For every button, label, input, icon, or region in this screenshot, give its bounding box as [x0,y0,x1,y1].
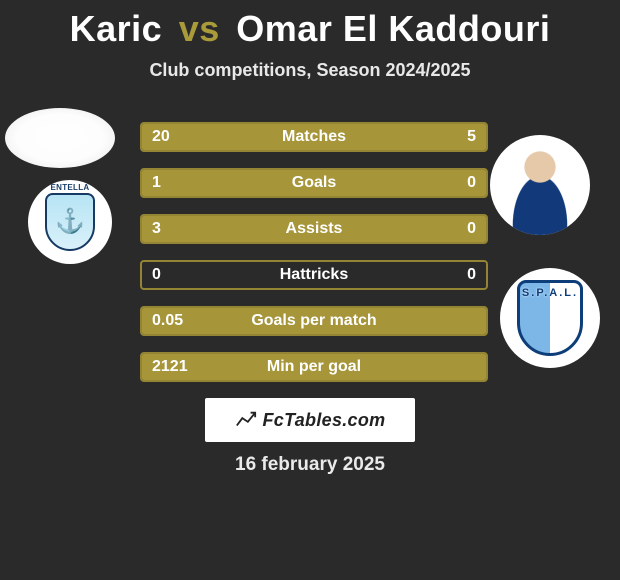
stat-row: 2121 Min per goal [140,352,488,382]
footer-date: 16 february 2025 [0,454,620,476]
player-bust-icon [490,135,590,235]
stat-label: Min per goal [142,354,486,380]
stat-value-right: 0 [467,170,476,196]
stat-label: Hattricks [142,262,486,288]
brand-text: FcTables.com [263,410,386,431]
player1-name: Karic [70,8,163,49]
vs-separator: vs [179,8,220,49]
page-title: Karic vs Omar El Kaddouri [0,0,620,50]
stat-row: 0 Hattricks 0 [140,260,488,290]
brand-badge: FcTables.com [205,398,415,442]
stat-label: Matches [142,124,486,150]
stat-value-right: 0 [467,262,476,288]
stat-row: 3 Assists 0 [140,214,488,244]
player2-club-crest: S.P.A.L. [500,268,600,368]
stats-container: 20 Matches 5 1 Goals 0 3 Assists 0 0 Hat… [140,122,488,398]
spal-shield-icon: S.P.A.L. [517,280,583,356]
spal-crest-text: S.P.A.L. [522,287,578,299]
player1-avatar [5,108,115,168]
stat-row: 20 Matches 5 [140,122,488,152]
player2-name: Omar El Kaddouri [236,8,550,49]
brand-logo-icon [235,409,257,431]
stat-label: Goals [142,170,486,196]
stat-value-right: 0 [467,216,476,242]
stat-label: Goals per match [142,308,486,334]
stat-row: 0.05 Goals per match [140,306,488,336]
stat-value-right: 5 [467,124,476,150]
subtitle: Club competitions, Season 2024/2025 [0,60,620,81]
entella-shield-icon: ⚓ [45,193,95,251]
stat-label: Assists [142,216,486,242]
crest-glyph-icon: ⚓ [55,210,85,234]
player1-club-crest: ⚓ [28,180,112,264]
stat-row: 1 Goals 0 [140,168,488,198]
player2-avatar [490,135,590,235]
